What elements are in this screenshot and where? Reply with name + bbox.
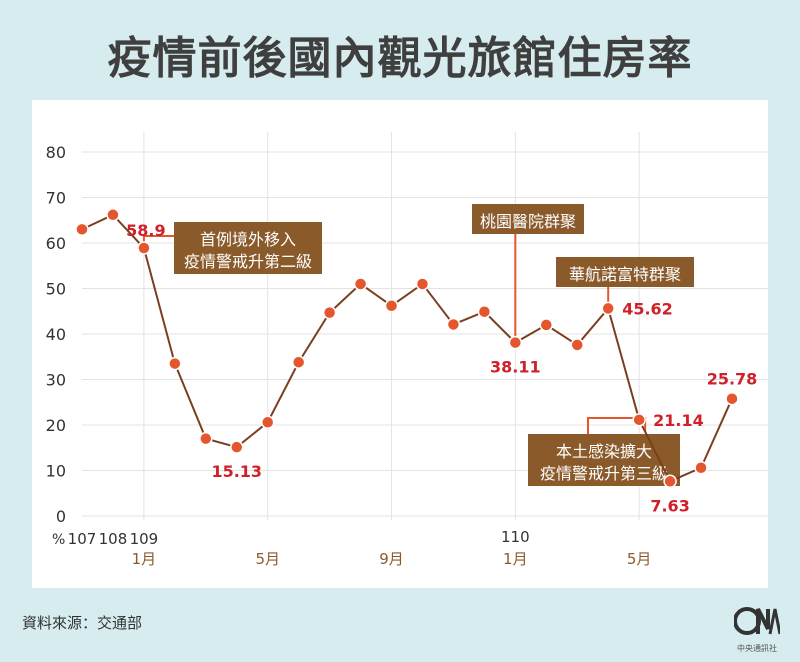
data-point (353, 277, 368, 291)
annotation-text: 華航諾富特群聚 (569, 265, 681, 284)
source-note: 資料來源：交通部 (22, 614, 143, 632)
data-point (291, 355, 306, 369)
y-tick-label: 40 (46, 325, 66, 344)
data-point (199, 431, 213, 446)
cna-logo: 中央通訊社 (722, 604, 792, 656)
x-month-label: 1月 (132, 550, 157, 568)
y-tick-label: 80 (46, 143, 66, 162)
data-point (632, 413, 646, 427)
data-label: 7.63 (650, 496, 689, 515)
data-point (446, 317, 461, 332)
y-tick-label: 30 (46, 371, 66, 390)
cna-logo-icon (733, 607, 782, 635)
data-point (663, 474, 677, 489)
series-line (81, 213, 733, 483)
data-point (539, 318, 554, 332)
x-year-label: 110 (501, 528, 530, 546)
annotation-text: 桃園醫院群聚 (480, 212, 576, 231)
chart-panel: 0 10 20 30 40 50 60 70 80% 107 108 109 110 1月 5月 9月 1月 5月… (32, 100, 768, 588)
data-label: 25.78 (707, 370, 758, 389)
annotation-box (528, 434, 680, 486)
x-month-label: 5月 (255, 550, 280, 568)
x-month-label: 5月 (627, 550, 652, 568)
annotation-text: 疫情警戒升第三級 (540, 464, 668, 483)
x-year-label: 108 (99, 530, 128, 548)
annotation-box (174, 222, 322, 274)
annotation-text: 本土感染擴大 (556, 442, 652, 461)
data-point (694, 461, 708, 475)
data-label: 15.13 (211, 462, 262, 481)
data-label: 38.11 (490, 358, 541, 377)
data-point (725, 391, 739, 406)
data-point (415, 277, 430, 291)
data-point (168, 356, 182, 371)
data-point (106, 208, 120, 222)
x-month-label: 1月 (503, 550, 528, 568)
x-month-label: 9月 (379, 550, 404, 568)
data-point (322, 305, 337, 320)
annotation-box (472, 204, 584, 234)
data-point (477, 304, 492, 319)
data-point (137, 241, 151, 255)
x-year-label: 107 (68, 530, 97, 548)
annotation-text: 疫情警戒升第二級 (184, 252, 312, 271)
y-tick-label: 70 (46, 189, 66, 208)
y-tick-label: 20 (46, 416, 66, 435)
data-point (230, 440, 244, 454)
annotation-box (556, 257, 694, 287)
data-point (384, 299, 399, 313)
annotation-leader (587, 417, 647, 434)
annotation-text: 首例境外移入 (200, 230, 296, 249)
data-point (75, 222, 89, 237)
y-tick-label: 60 (46, 234, 66, 253)
y-tick-label: 0 (56, 507, 66, 526)
y-tick-label: 50 (46, 280, 66, 299)
data-point (601, 301, 615, 316)
page-title: 疫情前後國內觀光旅館住房率 (107, 33, 693, 84)
data-label: 21.14 (653, 411, 704, 430)
data-label: 58.9 (126, 221, 165, 240)
y-unit-label: % (52, 532, 65, 548)
data-point (508, 335, 523, 350)
y-tick-label: 10 (46, 462, 66, 481)
data-label: 45.62 (622, 299, 673, 318)
occupancy-line-chart: 0 10 20 30 40 50 60 70 80% 107 108 109 110 1月 5月 9月 1月 5月… (46, 132, 768, 568)
logo-caption: 中央通訊社 (737, 644, 777, 653)
data-point (260, 415, 275, 430)
data-point (570, 338, 584, 352)
x-year-label: 109 (130, 530, 159, 548)
